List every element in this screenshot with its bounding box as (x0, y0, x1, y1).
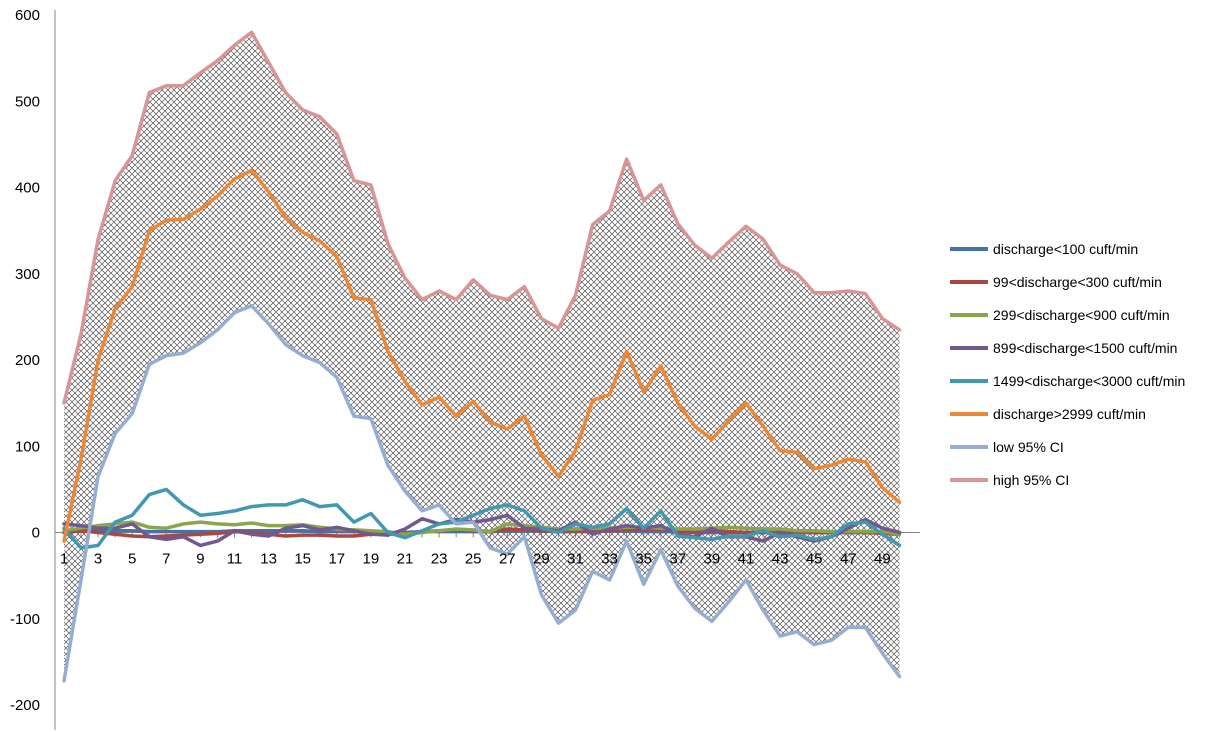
legend-label: discharge<100 cuft/min (993, 240, 1139, 257)
x-tick-label: 1 (60, 551, 68, 568)
legend-label: 899<discharge<1500 cuft/min (993, 339, 1178, 356)
y-tick-label: -200 (10, 697, 40, 714)
y-tick-label: 600 (15, 7, 40, 24)
x-tick-label: 13 (260, 551, 277, 568)
legend-label: discharge>2999 cuft/min (993, 405, 1146, 422)
legend-swatch (950, 444, 988, 449)
x-tick-label: 33 (601, 551, 618, 568)
x-tick-label: 7 (162, 551, 170, 568)
series-line-3 (62, 520, 902, 536)
legend-item: 899<discharge<1500 cuft/min (950, 331, 1230, 364)
legend-label: high 95% CI (993, 471, 1070, 488)
legend-label: 99<discharge<300 cuft/min (993, 273, 1162, 290)
x-tick-label: 5 (128, 551, 136, 568)
legend-label: 299<discharge<900 cuft/min (993, 306, 1170, 323)
y-tick-label: 0 (32, 525, 40, 542)
legend-swatch (950, 378, 988, 383)
legend-swatch (950, 279, 988, 284)
x-tick-label: 21 (397, 551, 414, 568)
legend-item: discharge>2999 cuft/min (950, 397, 1230, 430)
ci-band-area (64, 32, 900, 681)
legend-item: 99<discharge<300 cuft/min (950, 265, 1230, 298)
ci-band (64, 32, 900, 681)
x-tick-label: 37 (669, 551, 686, 568)
x-axis-tick-labels: 1 3 5 7 9 11 13 15 17 19 21 23 25 27 29 31 33 35 37 39 41 43 4… (60, 551, 891, 568)
x-tick-label: 17 (328, 551, 345, 568)
legend-item: high 95% CI (950, 463, 1230, 496)
series-line-5 (62, 487, 902, 550)
x-tick-label: 39 (704, 551, 721, 568)
x-tick-label: 11 (227, 551, 243, 568)
legend-label: low 95% CI (993, 438, 1064, 455)
y-tick-label: 400 (15, 180, 40, 197)
legend-swatch (950, 411, 988, 416)
legend-swatch (950, 345, 988, 350)
legend-swatch (950, 477, 988, 482)
x-tick-label: 45 (806, 551, 823, 568)
legend-item: low 95% CI (950, 430, 1230, 463)
y-tick-label: 200 (15, 352, 40, 369)
y-tick-label: 100 (15, 438, 40, 455)
legend-item: 299<discharge<900 cuft/min (950, 298, 1230, 331)
series-line-6 (62, 168, 902, 543)
x-tick-label: 41 (738, 551, 755, 568)
legend-item: discharge<100 cuft/min (950, 232, 1230, 265)
series-line-4 (62, 513, 902, 548)
y-axis-tick-labels: -200 -100 0 100 200 300 400 500 600 (10, 7, 40, 714)
legend-swatch (950, 312, 988, 317)
legend-item: 1499<discharge<3000 cuft/min (950, 364, 1230, 397)
x-tick-label: 23 (431, 551, 448, 568)
x-tick-label: 25 (465, 551, 482, 568)
x-tick-label: 47 (840, 551, 857, 568)
x-tick-label: 27 (499, 551, 516, 568)
legend-label: 1499<discharge<3000 cuft/min (993, 372, 1186, 389)
legend: discharge<100 cuft/min 99<discharge<300 c… (950, 232, 1230, 496)
x-tick-label: 31 (567, 551, 584, 568)
x-tick-label: 9 (196, 551, 204, 568)
series-line-8 (62, 30, 902, 405)
y-tick-label: 500 (15, 93, 40, 110)
x-tick-label: 29 (533, 551, 550, 568)
x-tick-label: 49 (874, 551, 891, 568)
y-tick-label: 300 (15, 266, 40, 283)
series-line-7 (62, 303, 902, 683)
y-tick-label: -100 (10, 611, 40, 628)
legend-swatch (950, 246, 988, 251)
series-lines (62, 30, 902, 683)
x-tick-label: 3 (94, 551, 102, 568)
x-tick-label: 19 (363, 551, 380, 568)
x-tick-label: 15 (294, 551, 311, 568)
x-tick-label: 35 (635, 551, 652, 568)
x-tick-label: 43 (772, 551, 789, 568)
